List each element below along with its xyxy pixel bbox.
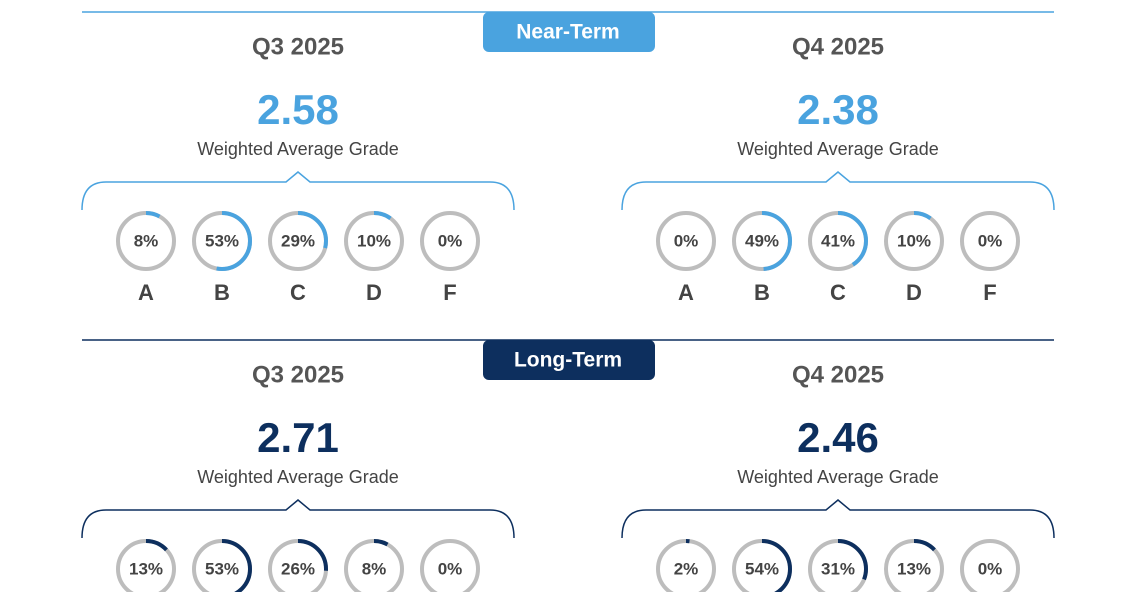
gauge-label: 13% xyxy=(897,559,931,578)
grade-label: Weighted Average Grade xyxy=(737,467,938,487)
grade-letter: C xyxy=(830,280,846,305)
grade-label: Weighted Average Grade xyxy=(197,467,398,487)
gauge-arc xyxy=(808,539,868,592)
gauge-arc xyxy=(116,211,176,271)
grade-letter: A xyxy=(678,280,694,305)
gauge-arc xyxy=(192,211,252,271)
gauge-arc xyxy=(884,211,944,271)
gauge-label: 49% xyxy=(745,231,779,250)
gauge-arc xyxy=(808,211,868,271)
bracket xyxy=(81,499,515,539)
gauge-label: 0% xyxy=(438,231,463,250)
section-title: Near-Term xyxy=(516,21,619,44)
gauge-label: 0% xyxy=(978,231,1003,250)
gauge-label: 29% xyxy=(281,231,315,250)
gauge-arc xyxy=(732,539,792,592)
grade-label: Weighted Average Grade xyxy=(737,139,938,159)
bracket xyxy=(621,171,1055,211)
gauge-label: 2% xyxy=(674,559,699,578)
period-title: Q4 2025 xyxy=(792,361,884,388)
gauge-label: 0% xyxy=(674,231,699,250)
bracket xyxy=(621,499,1055,539)
gauge-label: 13% xyxy=(129,559,163,578)
gauge-arc xyxy=(116,539,176,592)
gauge-track xyxy=(960,539,1020,592)
grade-letter: A xyxy=(138,280,154,305)
gauge-arc xyxy=(884,539,944,592)
grade-letter: C xyxy=(290,280,306,305)
gauge-track xyxy=(656,211,716,271)
grade-value: 2.71 xyxy=(257,414,339,461)
gauge-label: 10% xyxy=(897,231,931,250)
gauge-label: 0% xyxy=(438,559,463,578)
gauge-label: 10% xyxy=(357,231,391,250)
period-title: Q3 2025 xyxy=(252,361,344,388)
grade-letter: B xyxy=(214,280,230,305)
gauge-label: 8% xyxy=(134,231,159,250)
gauge-arc xyxy=(344,539,404,592)
gauge-track xyxy=(960,211,1020,271)
bracket xyxy=(81,171,515,211)
grade-label: Weighted Average Grade xyxy=(197,139,398,159)
gauge-arc xyxy=(192,539,252,592)
period-title: Q3 2025 xyxy=(252,33,344,60)
section-badge xyxy=(483,340,655,380)
section-badge xyxy=(483,12,655,52)
grade-letter: B xyxy=(754,280,770,305)
gauge-label: 53% xyxy=(205,559,239,578)
gauge-arc xyxy=(268,211,328,271)
gauge-track xyxy=(420,539,480,592)
grade-letter: F xyxy=(443,280,456,305)
gauge-label: 8% xyxy=(362,559,387,578)
gauge-track xyxy=(420,211,480,271)
grade-value: 2.58 xyxy=(257,86,339,133)
period-title: Q4 2025 xyxy=(792,33,884,60)
gauge-label: 31% xyxy=(821,559,855,578)
gauge-label: 26% xyxy=(281,559,315,578)
section-title: Long-Term xyxy=(514,349,622,372)
gauge-arc xyxy=(656,539,716,592)
grade-letter: D xyxy=(906,280,922,305)
grade-letter: F xyxy=(983,280,996,305)
gauge-arc xyxy=(268,539,328,592)
gauge-label: 41% xyxy=(821,231,855,250)
gauge-arc xyxy=(344,211,404,271)
gauge-label: 54% xyxy=(745,559,779,578)
gauge-label: 53% xyxy=(205,231,239,250)
grade-value: 2.46 xyxy=(797,414,879,461)
gauge-label: 0% xyxy=(978,559,1003,578)
grade-value: 2.38 xyxy=(797,86,879,133)
grade-letter: D xyxy=(366,280,382,305)
gauge-arc xyxy=(732,211,792,271)
